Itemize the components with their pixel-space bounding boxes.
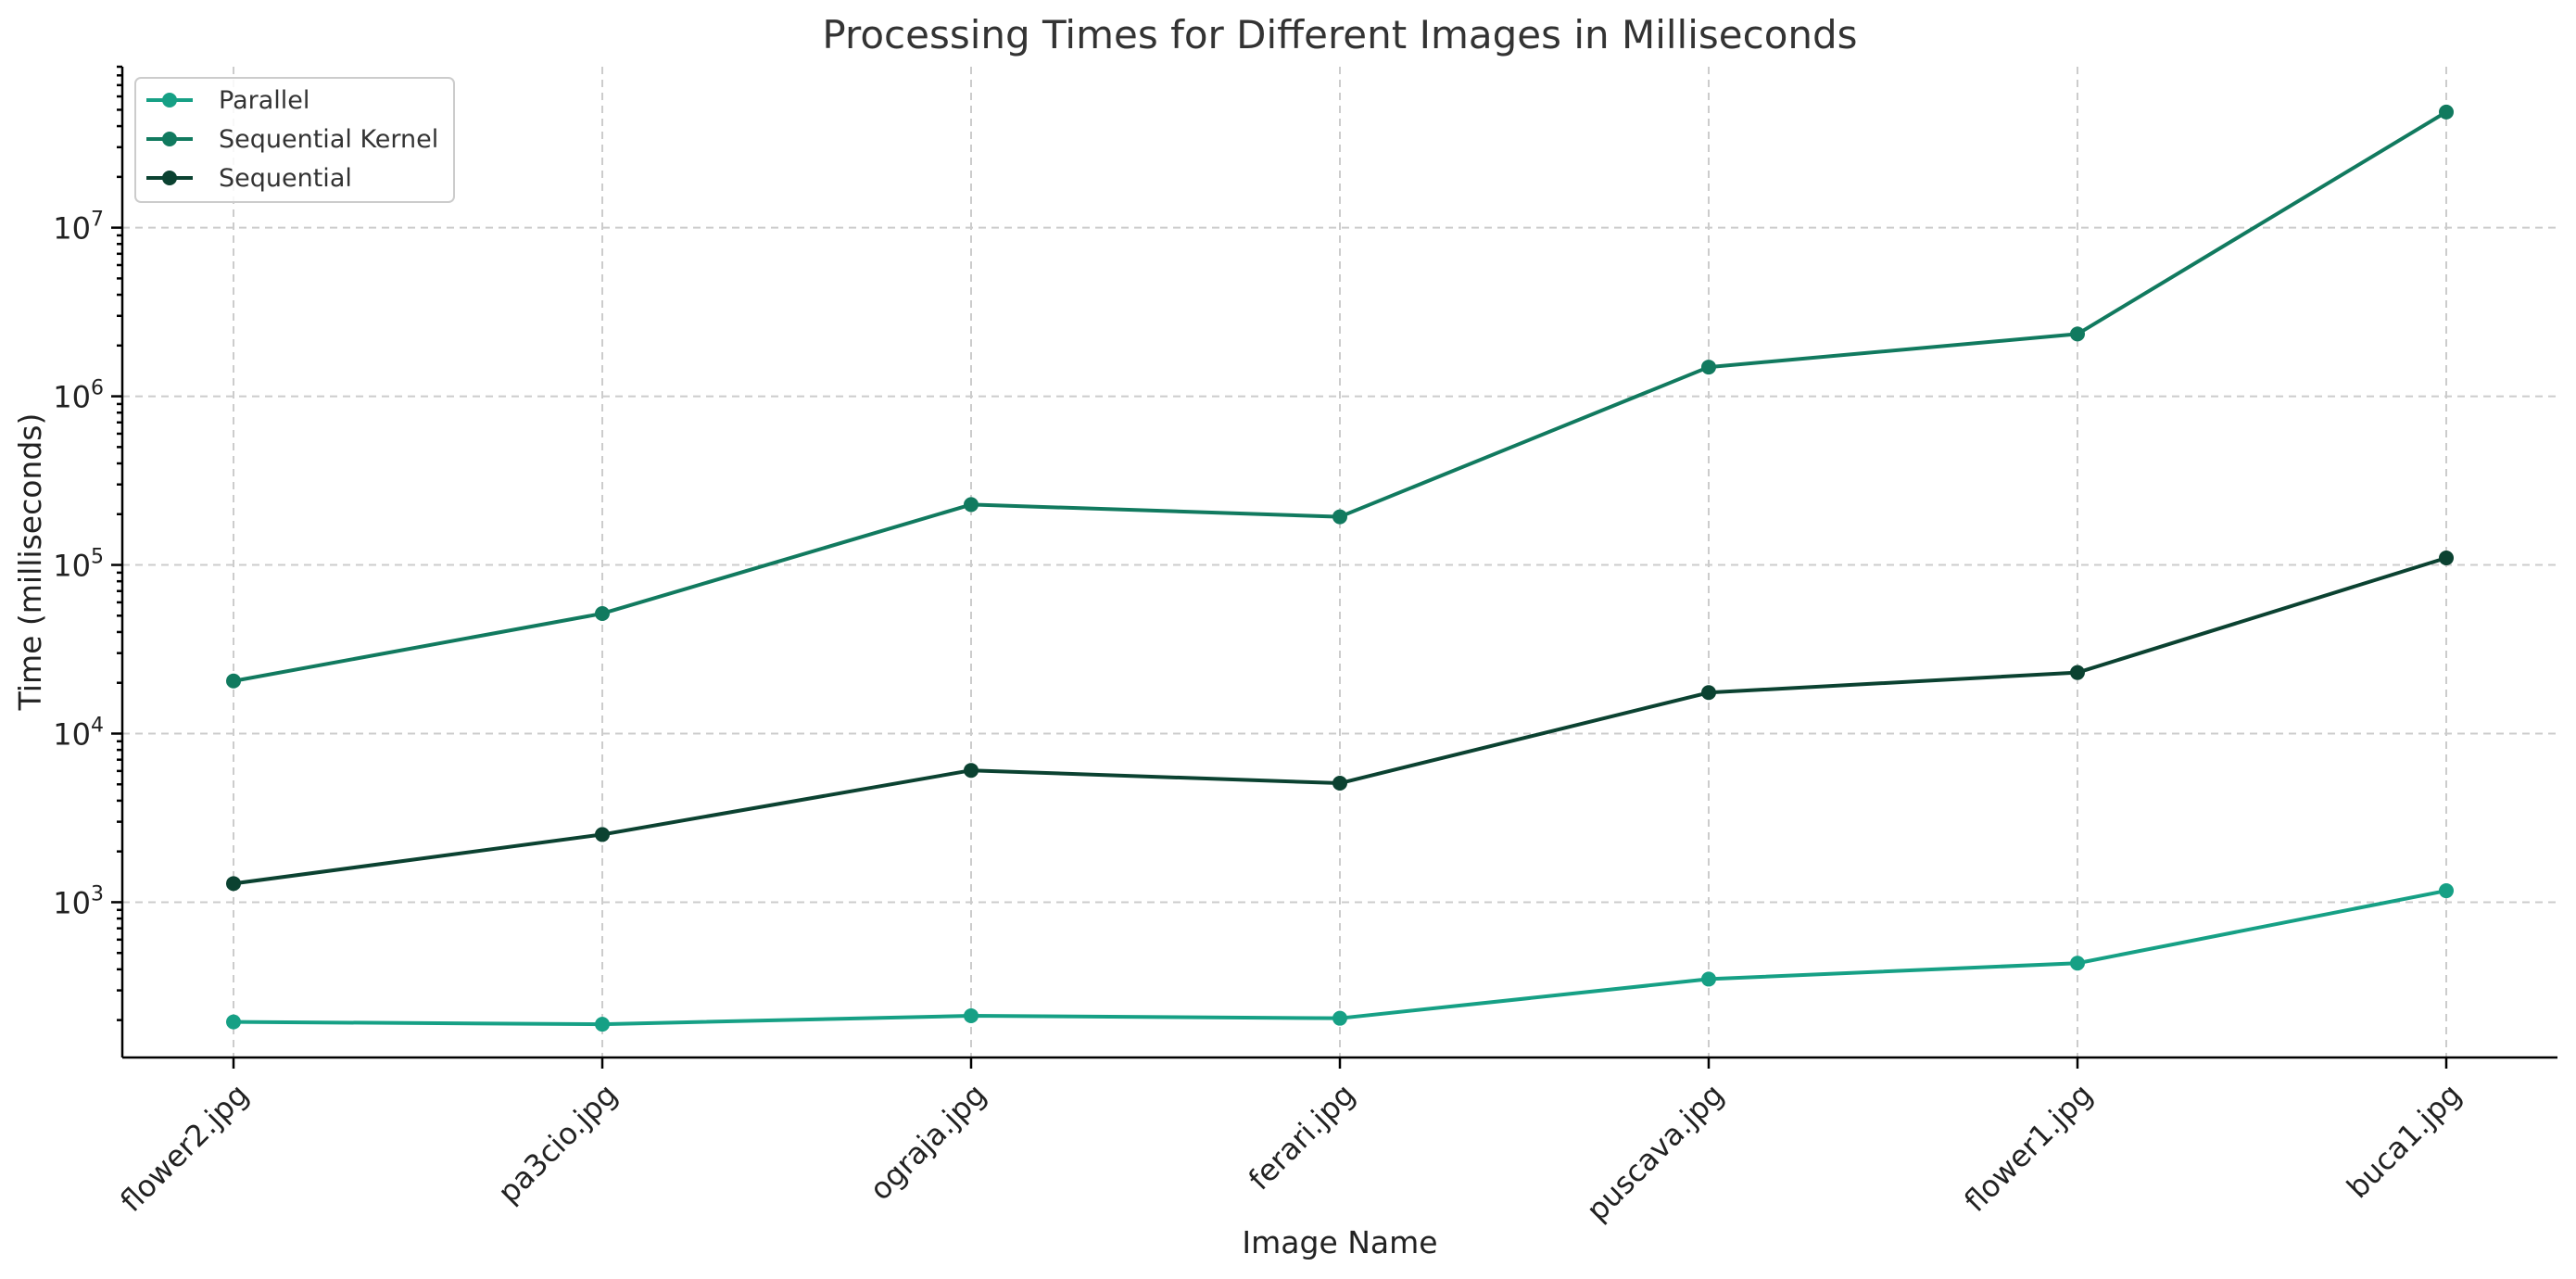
x-axis-label: Image Name bbox=[1242, 1224, 1437, 1260]
data-series bbox=[226, 104, 2454, 1032]
data-point bbox=[2439, 104, 2454, 120]
legend-box bbox=[134, 77, 455, 203]
chart-title: Processing Times for Different Images in… bbox=[822, 12, 1857, 57]
y-tick-label: 107 bbox=[53, 209, 104, 247]
data-point bbox=[1701, 971, 1716, 987]
data-point bbox=[595, 827, 610, 842]
data-point bbox=[595, 1017, 610, 1032]
data-point bbox=[2070, 665, 2085, 680]
grid-lines bbox=[122, 67, 2557, 1057]
x-tick-label: flower2.jpg bbox=[113, 1077, 255, 1219]
x-tick-label: puscava.jpg bbox=[1580, 1077, 1731, 1228]
x-tick-label: ograja.jpg bbox=[863, 1077, 993, 1208]
x-tick-label: flower1.jpg bbox=[1957, 1077, 2099, 1219]
y-tick-label: 103 bbox=[53, 882, 104, 920]
data-point bbox=[595, 605, 610, 621]
legend-marker bbox=[162, 171, 177, 185]
x-tick-label: buca1.jpg bbox=[2340, 1077, 2468, 1205]
legend-entry: Parallel bbox=[219, 86, 309, 115]
x-tick-label: pa3cio.jpg bbox=[491, 1077, 625, 1210]
legend-marker bbox=[162, 132, 177, 146]
tick-labels: flower2.jpg pa3cio.jpg ograja.jpg ferari.jp… bbox=[53, 209, 2468, 1228]
data-point bbox=[2439, 883, 2454, 899]
data-point bbox=[1332, 1010, 1347, 1026]
legend-entry: Sequential Kernel bbox=[219, 125, 438, 154]
data-point bbox=[2070, 956, 2085, 971]
y-axis-label: Time (milliseconds) bbox=[12, 413, 48, 712]
legend-entry: Sequential bbox=[219, 164, 352, 193]
data-point bbox=[964, 497, 979, 513]
y-tick-label: 106 bbox=[53, 377, 104, 415]
data-point bbox=[1332, 509, 1347, 525]
data-point bbox=[964, 763, 979, 779]
y-tick-label: 104 bbox=[53, 714, 104, 752]
data-point bbox=[964, 1008, 979, 1024]
data-point bbox=[226, 673, 241, 689]
data-point bbox=[2070, 326, 2085, 342]
series-parallel bbox=[226, 883, 2454, 1032]
data-point bbox=[2439, 551, 2454, 566]
data-point bbox=[1332, 776, 1347, 791]
data-point bbox=[1701, 685, 1716, 701]
series-sequential-kernel bbox=[226, 104, 2454, 689]
legend-marker bbox=[162, 93, 177, 108]
series-sequential bbox=[226, 551, 2454, 892]
data-point bbox=[226, 1014, 241, 1030]
x-tick-label: ferari.jpg bbox=[1242, 1077, 1362, 1197]
y-tick-label: 105 bbox=[53, 546, 104, 584]
data-point bbox=[226, 876, 241, 892]
legend: Parallel Sequential Kernel Sequential bbox=[134, 77, 455, 203]
data-point bbox=[1701, 360, 1716, 375]
axes bbox=[111, 65, 2557, 1069]
